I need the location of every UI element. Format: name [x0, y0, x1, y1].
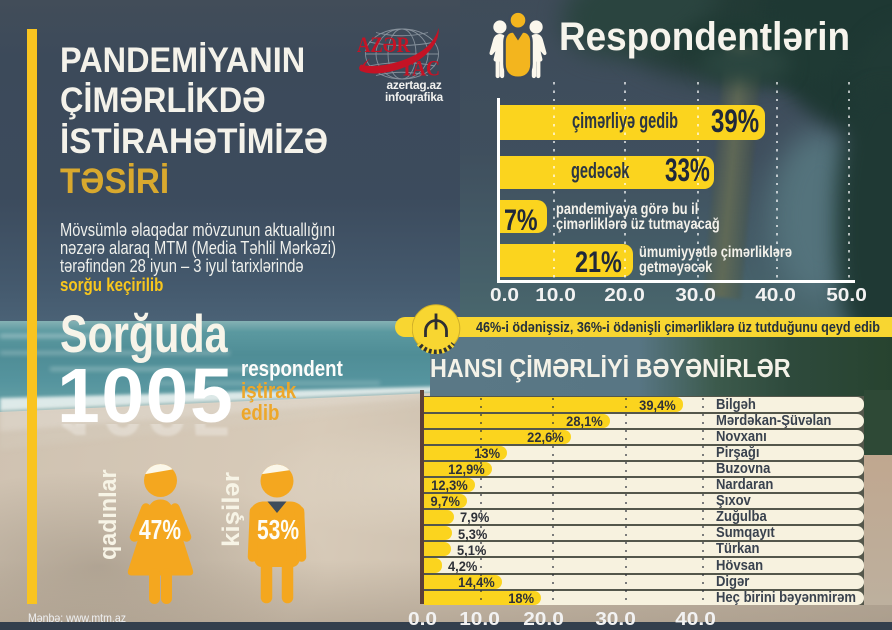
- svg-text:AZƏR: AZƏR: [357, 32, 411, 57]
